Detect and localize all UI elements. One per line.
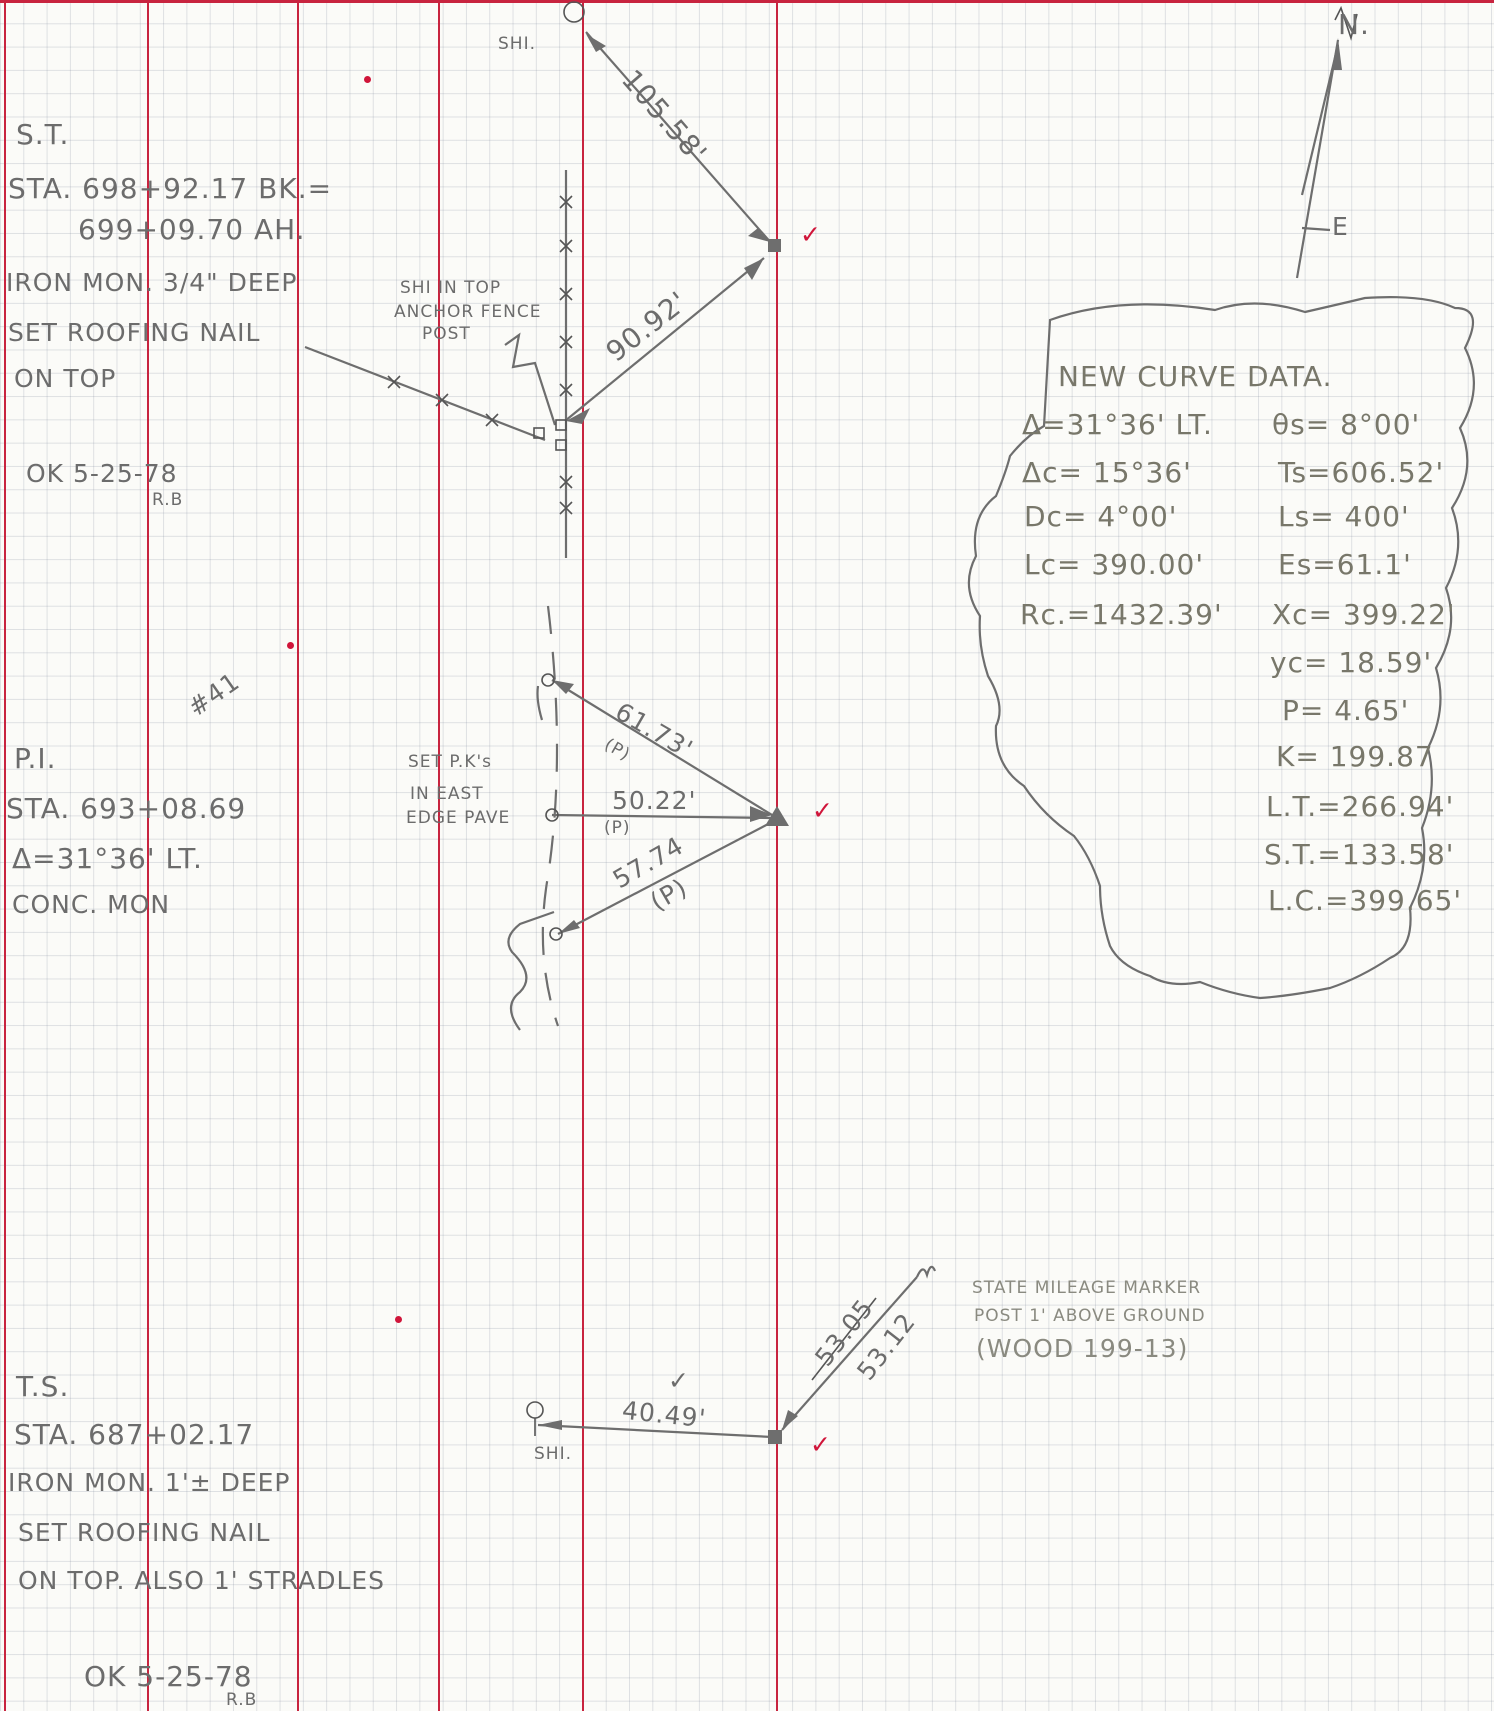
- curve-right-k: K= 199.87: [1276, 740, 1434, 773]
- red-column-rule: [582, 0, 584, 1711]
- st-title: S.T.: [16, 118, 70, 151]
- mileage-marker-note-1: STATE MILEAGE MARKER: [972, 1278, 1202, 1298]
- set-pk-note-3: EDGE PAVE: [406, 808, 511, 828]
- pi-conc-mon: CONC. MON: [12, 890, 171, 919]
- st-ok-initials: R.B: [152, 490, 184, 510]
- st-ok-date: OK 5-25-78: [26, 459, 178, 488]
- check-mark: ✓: [800, 220, 822, 249]
- curve-left-delta-c: Δc= 15°36': [1022, 456, 1192, 489]
- check-mark: ✓: [810, 1430, 832, 1459]
- red-column-rule: [4, 0, 6, 1711]
- mileage-marker-note-3: (WOOD 199-13): [976, 1334, 1189, 1363]
- mileage-marker-note-2: POST 1' ABOVE GROUND: [974, 1306, 1206, 1326]
- ts-ok-initials: R.B: [226, 1690, 258, 1710]
- red-column-rule: [438, 0, 440, 1711]
- east-label: E: [1332, 212, 1349, 241]
- check-mark: ✓: [812, 796, 834, 825]
- curve-right-es: Es=61.1': [1278, 548, 1412, 581]
- shi-anchor-note-2: ANCHOR FENCE: [394, 302, 542, 322]
- ts-title: T.S.: [16, 1370, 70, 1403]
- st-on-top: ON TOP: [14, 364, 117, 393]
- curve-right-ts: Ts=606.52': [1278, 456, 1445, 489]
- curve-right-ls: Ls= 400': [1278, 500, 1410, 533]
- pi-title: P.I.: [14, 742, 57, 775]
- red-dot: [287, 642, 294, 649]
- check-mark: ✓: [668, 1366, 690, 1395]
- curve-right-p: P= 4.65': [1282, 694, 1410, 727]
- curve-data-title: NEW CURVE DATA.: [1058, 360, 1333, 393]
- shi-top-label: SHI.: [498, 34, 536, 54]
- red-dot: [395, 1316, 402, 1323]
- curve-right-st: S.T.=133.58': [1264, 838, 1455, 871]
- curve-right-yc: yc= 18.59': [1270, 646, 1433, 679]
- set-pk-note-1: SET P.K's: [408, 752, 493, 772]
- st-roofing-nail: SET ROOFING NAIL: [8, 318, 261, 347]
- ts-roofing-nail: SET ROOFING NAIL: [18, 1518, 271, 1547]
- ts-on-top: ON TOP. ALSO 1' STRADLES: [18, 1566, 386, 1595]
- curve-right-theta-s: θs= 8°00': [1272, 408, 1421, 441]
- curve-right-lc: L.C.=399.65': [1268, 884, 1463, 917]
- curve-right-xc: Xc= 399.22': [1272, 598, 1456, 631]
- tie-distance-50: 50.22': [612, 786, 697, 815]
- shi-anchor-note-1: SHI IN TOP: [400, 278, 502, 298]
- red-dot: [364, 76, 371, 83]
- pi-delta: Δ=31°36' LT.: [12, 842, 203, 875]
- curve-left-lc: Lc= 390.00': [1024, 548, 1205, 581]
- st-iron-mon: IRON MON. 3/4" DEEP: [6, 268, 298, 297]
- curve-left-delta: Δ=31°36' LT.: [1022, 408, 1213, 441]
- curve-left-rc: Rc.=1432.39': [1020, 598, 1223, 631]
- red-column-rule: [147, 0, 149, 1711]
- top-red-rule: [0, 0, 1494, 3]
- shi-anchor-note-3: POST: [422, 324, 471, 344]
- north-label: N.: [1338, 8, 1370, 41]
- red-column-rule: [776, 0, 778, 1711]
- curve-right-lt: L.T.=266.94': [1266, 790, 1455, 823]
- curve-left-dc: Dc= 4°00': [1024, 500, 1178, 533]
- pi-station: STA. 693+08.69: [6, 792, 247, 825]
- red-column-rule: [297, 0, 299, 1711]
- set-pk-note-2: IN EAST: [410, 784, 484, 804]
- ts-ok-date: OK 5-25-78: [84, 1660, 253, 1693]
- ts-iron-mon: IRON MON. 1'± DEEP: [8, 1468, 291, 1497]
- ts-station: STA. 687+02.17: [14, 1418, 255, 1451]
- st-station-ahead: 699+09.70 AH.: [78, 213, 306, 246]
- st-station: STA. 698+92.17 BK.=: [8, 172, 333, 205]
- shi-bottom-label: SHI.: [534, 1444, 572, 1464]
- tie-paren-p2: (P): [604, 818, 631, 838]
